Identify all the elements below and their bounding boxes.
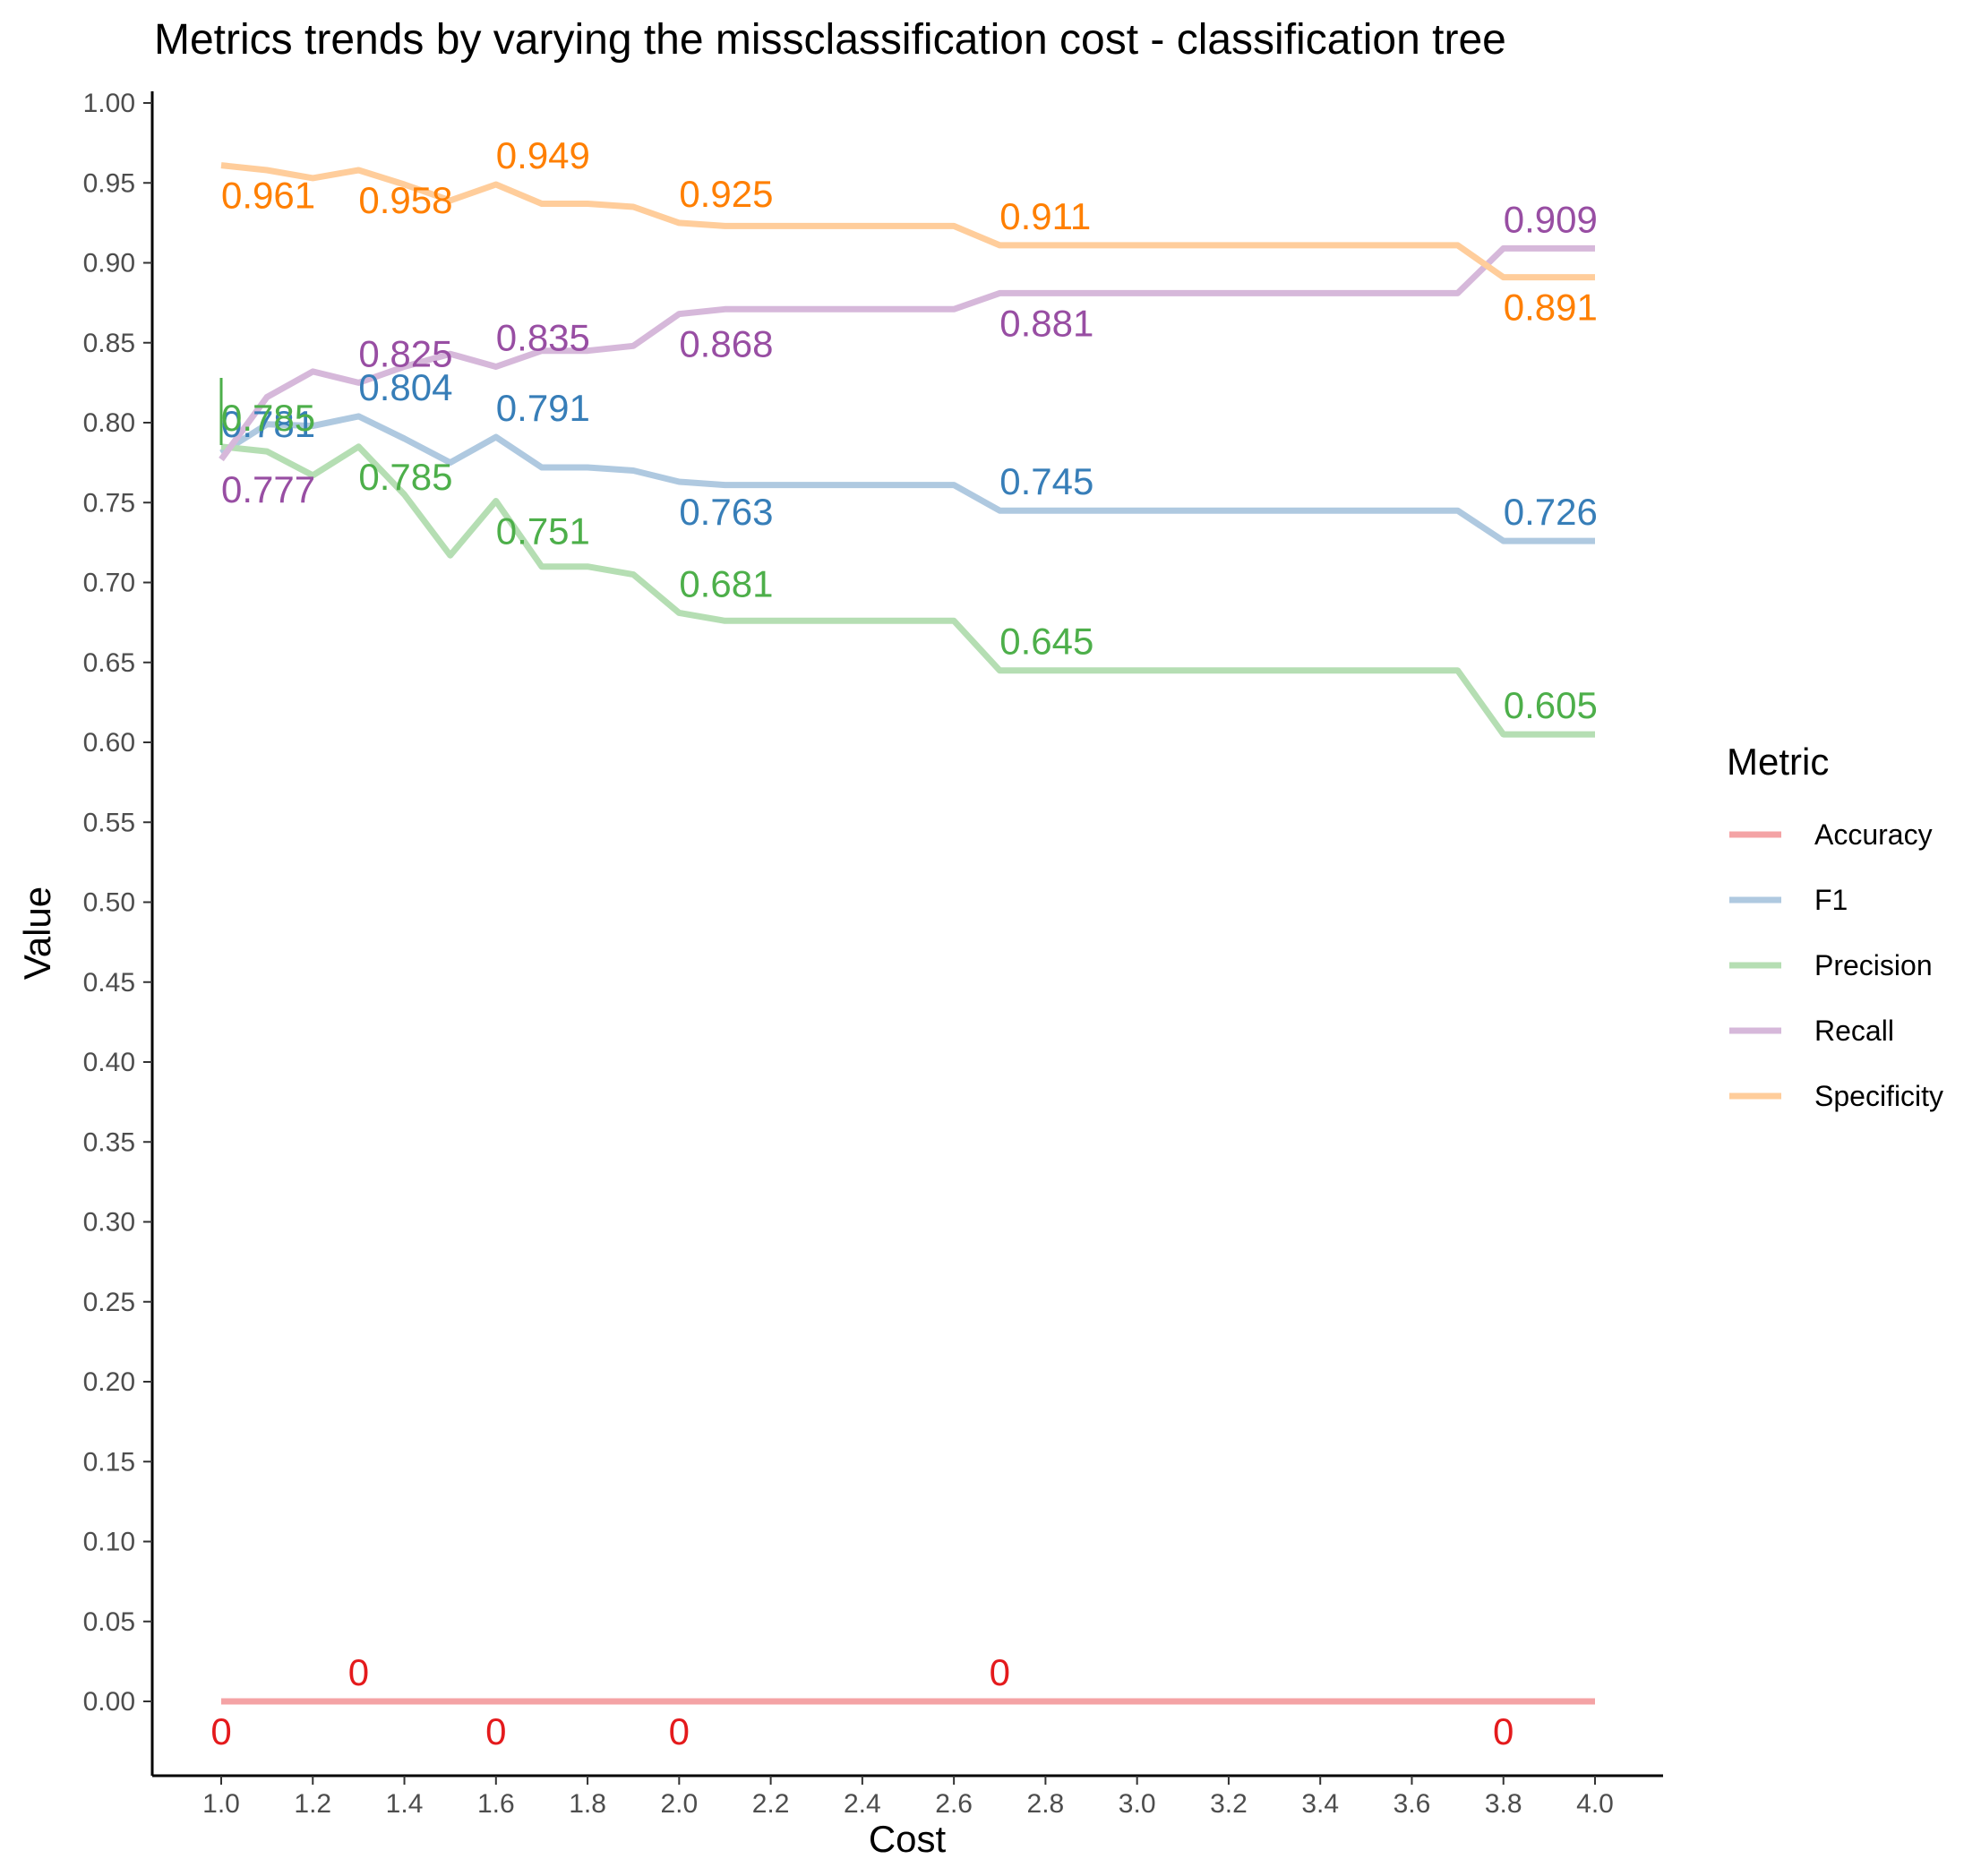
x-tick-label: 2.8 bbox=[1027, 1789, 1065, 1819]
x-tick-label: 1.2 bbox=[294, 1789, 331, 1819]
x-tick-label: 1.4 bbox=[386, 1789, 424, 1819]
data-label-accuracy: 0 bbox=[210, 1710, 231, 1752]
data-label-accuracy: 0 bbox=[348, 1651, 369, 1693]
x-tick-label: 3.6 bbox=[1394, 1789, 1431, 1819]
y-tick-label: 0.20 bbox=[83, 1367, 135, 1397]
series-lines bbox=[219, 162, 1595, 1705]
data-label-recall: 0.835 bbox=[496, 317, 590, 359]
legend: Metric Accuracy F1 Precision Recall Specific… bbox=[1727, 741, 1943, 1112]
y-tick-label: 0.45 bbox=[83, 968, 135, 998]
y-tick-label: 0.25 bbox=[83, 1288, 135, 1317]
y-tick-label: 0.55 bbox=[83, 808, 135, 837]
y-ticks: 0.00 0.05 0.10 0.15 0.20 0.25 0.30 0.35 0.40 0.45… bbox=[83, 89, 152, 1717]
legend-label-accuracy: Accuracy bbox=[1814, 818, 1933, 851]
y-tick-label: 0.05 bbox=[83, 1607, 135, 1637]
data-label-accuracy: 0 bbox=[1493, 1710, 1514, 1752]
data-labels: 0.961 0.958 0.949 0.925 0.911 0.891 0.777 0.825… bbox=[210, 134, 1598, 1752]
data-label-recall: 0.881 bbox=[999, 302, 1093, 344]
x-tick-label: 3.0 bbox=[1119, 1789, 1156, 1819]
data-label-specificity: 0.961 bbox=[221, 175, 315, 217]
data-label-recall: 0.868 bbox=[679, 323, 773, 365]
y-tick-label: 0.35 bbox=[83, 1127, 135, 1157]
x-tick-label: 2.6 bbox=[935, 1789, 973, 1819]
y-tick-label: 0.70 bbox=[83, 569, 135, 598]
x-tick-label: 3.4 bbox=[1301, 1789, 1339, 1819]
data-label-precision: 0.751 bbox=[496, 510, 590, 552]
series-line-f1 bbox=[219, 413, 1595, 544]
data-label-specificity: 0.925 bbox=[679, 173, 773, 215]
data-label-precision: 0.605 bbox=[1504, 684, 1598, 726]
data-label-accuracy: 0 bbox=[485, 1710, 506, 1752]
y-tick-label: 0.00 bbox=[83, 1687, 135, 1717]
series-line-specificity bbox=[220, 162, 1595, 281]
data-label-specificity: 0.891 bbox=[1504, 287, 1598, 329]
chart-title: Metrics trends by varying the missclassi… bbox=[154, 16, 1506, 64]
data-label-specificity: 0.949 bbox=[496, 134, 590, 176]
y-tick-label: 0.30 bbox=[83, 1208, 135, 1238]
data-label-f1: 0.791 bbox=[496, 387, 590, 429]
data-label-recall: 0.909 bbox=[1504, 198, 1598, 240]
legend-label-f1: F1 bbox=[1814, 884, 1848, 916]
x-tick-label: 4.0 bbox=[1576, 1789, 1614, 1819]
x-ticks: 1.0 1.2 1.4 1.6 1.8 2.0 2.2 2.4 2.6 2.8 3.0 3.2 3.4 3… bbox=[202, 1776, 1614, 1819]
legend-label-specificity: Specificity bbox=[1814, 1080, 1943, 1112]
y-tick-label: 0.80 bbox=[83, 408, 135, 438]
data-label-accuracy: 0 bbox=[990, 1651, 1010, 1693]
data-label-accuracy: 0 bbox=[669, 1710, 690, 1752]
y-tick-label: 0.50 bbox=[83, 888, 135, 918]
y-tick-label: 0.10 bbox=[83, 1528, 135, 1557]
y-tick-label: 0.85 bbox=[83, 329, 135, 358]
legend-title: Metric bbox=[1727, 741, 1829, 783]
y-tick-label: 0.40 bbox=[83, 1048, 135, 1077]
data-label-f1: 0.781 bbox=[221, 403, 315, 445]
data-label-precision: 0.645 bbox=[999, 621, 1093, 663]
legend-label-recall: Recall bbox=[1814, 1015, 1894, 1047]
x-tick-label: 1.0 bbox=[202, 1789, 240, 1819]
data-label-specificity: 0.911 bbox=[999, 195, 1091, 237]
series-line-recall bbox=[219, 244, 1595, 462]
y-tick-label: 0.60 bbox=[83, 728, 135, 758]
data-label-f1: 0.804 bbox=[358, 366, 452, 408]
data-label-f1: 0.763 bbox=[679, 491, 773, 533]
legend-label-precision: Precision bbox=[1814, 949, 1933, 981]
y-axis-title: Value bbox=[16, 887, 58, 980]
y-tick-label: 0.15 bbox=[83, 1447, 135, 1477]
x-tick-label: 2.2 bbox=[752, 1789, 790, 1819]
series-line-precision bbox=[220, 443, 1595, 738]
data-label-f1: 0.726 bbox=[1504, 491, 1598, 533]
data-label-precision: 0.785 bbox=[358, 456, 452, 498]
x-tick-label: 2.0 bbox=[660, 1789, 698, 1819]
y-tick-label: 0.65 bbox=[83, 648, 135, 678]
x-tick-label: 1.6 bbox=[477, 1789, 515, 1819]
x-axis-title: Cost bbox=[869, 1818, 947, 1860]
y-tick-label: 1.00 bbox=[83, 89, 135, 118]
data-label-recall: 0.825 bbox=[358, 332, 452, 374]
y-tick-label: 0.90 bbox=[83, 249, 135, 278]
x-tick-label: 3.8 bbox=[1485, 1789, 1522, 1819]
data-label-specificity: 0.958 bbox=[358, 179, 452, 221]
data-label-recall: 0.777 bbox=[221, 468, 315, 510]
y-tick-label: 0.95 bbox=[83, 168, 135, 198]
x-tick-label: 3.2 bbox=[1210, 1789, 1248, 1819]
data-label-f1: 0.745 bbox=[999, 460, 1093, 502]
data-label-precision: 0.785 bbox=[221, 397, 315, 439]
data-label-precision: 0.681 bbox=[679, 562, 773, 604]
x-tick-label: 2.4 bbox=[844, 1789, 881, 1819]
x-tick-label: 1.8 bbox=[569, 1789, 606, 1819]
y-tick-label: 0.75 bbox=[83, 488, 135, 518]
